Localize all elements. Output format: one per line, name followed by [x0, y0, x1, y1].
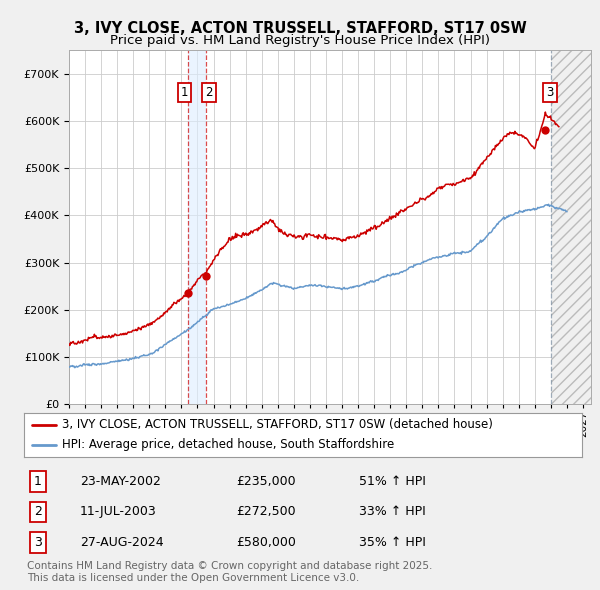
Text: 35% ↑ HPI: 35% ↑ HPI — [359, 536, 425, 549]
Text: 2: 2 — [34, 505, 42, 519]
Text: 33% ↑ HPI: 33% ↑ HPI — [359, 505, 425, 519]
Text: Contains HM Land Registry data © Crown copyright and database right 2025.
This d: Contains HM Land Registry data © Crown c… — [27, 561, 433, 583]
Text: 11-JUL-2003: 11-JUL-2003 — [80, 505, 157, 519]
Text: 2: 2 — [205, 86, 213, 99]
Bar — [551, 50, 591, 404]
Text: 27-AUG-2024: 27-AUG-2024 — [80, 536, 163, 549]
Text: 3: 3 — [547, 86, 554, 99]
Text: 23-MAY-2002: 23-MAY-2002 — [80, 475, 161, 488]
Bar — [551, 50, 591, 404]
Text: 3, IVY CLOSE, ACTON TRUSSELL, STAFFORD, ST17 0SW (detached house): 3, IVY CLOSE, ACTON TRUSSELL, STAFFORD, … — [62, 418, 493, 431]
Text: 51% ↑ HPI: 51% ↑ HPI — [359, 475, 425, 488]
Text: 3, IVY CLOSE, ACTON TRUSSELL, STAFFORD, ST17 0SW: 3, IVY CLOSE, ACTON TRUSSELL, STAFFORD, … — [74, 21, 526, 35]
Text: HPI: Average price, detached house, South Staffordshire: HPI: Average price, detached house, Sout… — [62, 438, 394, 451]
Text: Price paid vs. HM Land Registry's House Price Index (HPI): Price paid vs. HM Land Registry's House … — [110, 34, 490, 47]
Text: £272,500: £272,500 — [236, 505, 296, 519]
Text: £235,000: £235,000 — [236, 475, 296, 488]
Text: 1: 1 — [181, 86, 188, 99]
Text: £580,000: £580,000 — [236, 536, 296, 549]
Text: 1: 1 — [34, 475, 42, 488]
Bar — [188, 50, 206, 404]
Text: 3: 3 — [34, 536, 42, 549]
